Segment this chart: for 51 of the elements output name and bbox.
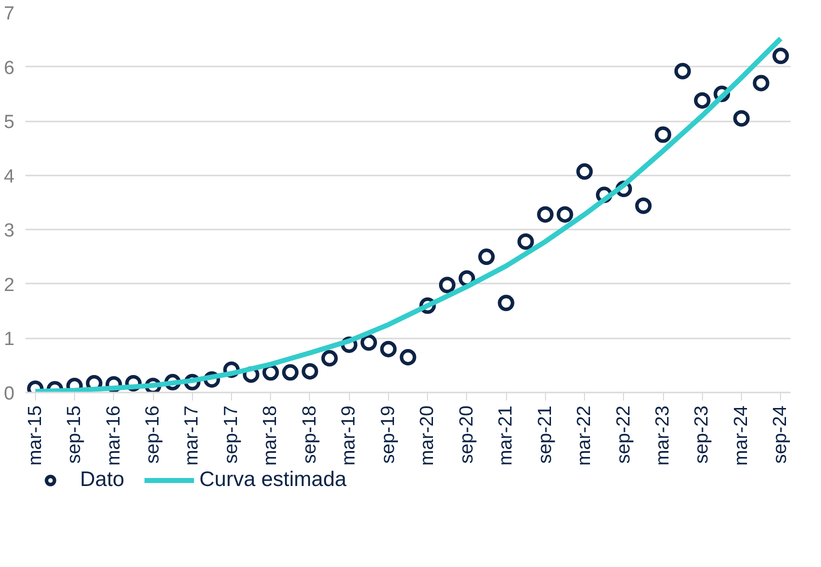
x-tick-label: sep-23 bbox=[692, 405, 713, 464]
x-tick-label: sep-16 bbox=[142, 405, 164, 464]
point bbox=[302, 363, 318, 380]
point bbox=[576, 163, 593, 180]
point bbox=[772, 48, 789, 64]
x-tick-label: sep-17 bbox=[220, 405, 242, 464]
y-tick-label: 5 bbox=[4, 112, 15, 134]
x-tick-label: sep-19 bbox=[378, 405, 399, 464]
x-tick-label: sep-22 bbox=[613, 405, 634, 464]
point bbox=[537, 206, 554, 223]
x-tick-label: mar-23 bbox=[652, 405, 674, 466]
y-tick-label: 4 bbox=[4, 166, 15, 188]
x-tick-label: mar-20 bbox=[417, 405, 438, 466]
point bbox=[674, 62, 691, 80]
point bbox=[400, 348, 416, 366]
legend-label: Curva estimada bbox=[199, 468, 346, 492]
y-tick-label: 7 bbox=[4, 4, 15, 24]
point bbox=[360, 334, 378, 351]
point bbox=[517, 233, 534, 250]
point bbox=[438, 276, 456, 294]
x-tick-label: sep-15 bbox=[64, 405, 86, 464]
y-tick-label: 2 bbox=[4, 274, 15, 296]
x-tick-label: mar-21 bbox=[496, 405, 517, 466]
point bbox=[498, 294, 514, 312]
legend-label: Dato bbox=[80, 468, 124, 492]
x-tick-label: sep-20 bbox=[456, 405, 478, 464]
y-tick-label: 3 bbox=[4, 220, 15, 242]
x-tick-label: mar-19 bbox=[338, 405, 360, 466]
x-tick-label: mar-16 bbox=[103, 405, 124, 466]
point bbox=[654, 126, 672, 143]
point bbox=[752, 74, 770, 92]
x-tick-label: sep-24 bbox=[770, 405, 792, 464]
point bbox=[478, 248, 495, 266]
point bbox=[380, 340, 397, 358]
x-tick-label: sep-21 bbox=[534, 405, 556, 464]
point bbox=[282, 364, 299, 381]
point bbox=[321, 350, 338, 367]
point bbox=[733, 110, 750, 127]
x-tick-label: mar-24 bbox=[730, 405, 752, 466]
point bbox=[635, 198, 652, 214]
x-tick-label: sep-18 bbox=[299, 405, 320, 464]
x-tick-label: mar-17 bbox=[182, 405, 203, 466]
point bbox=[556, 206, 574, 223]
y-tick-label: 0 bbox=[4, 384, 15, 404]
y-tick-label: 1 bbox=[4, 329, 15, 350]
point bbox=[262, 364, 279, 381]
x-tick-label: mar-18 bbox=[260, 405, 282, 466]
x-tick-label: mar-15 bbox=[24, 405, 46, 466]
x-tick-label: mar-22 bbox=[574, 405, 596, 466]
y-tick-label: 6 bbox=[4, 58, 15, 79]
point bbox=[694, 92, 710, 109]
